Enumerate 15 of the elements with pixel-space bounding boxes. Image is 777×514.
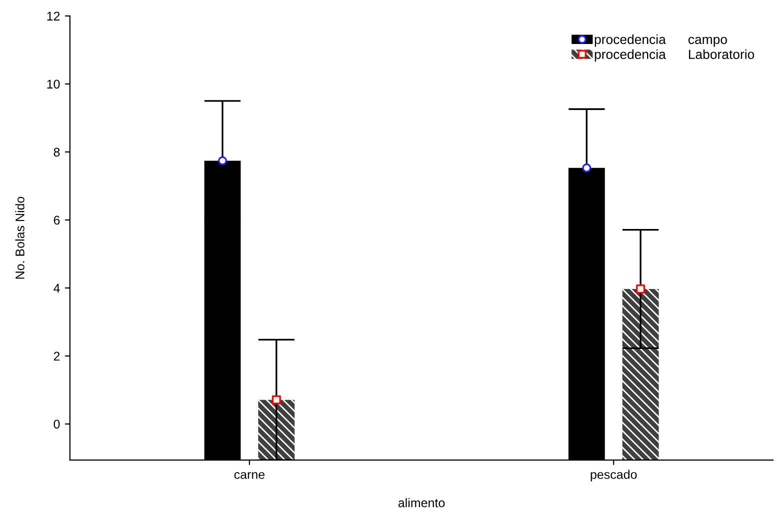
y-axis-title: No. Bolas Nido (15, 196, 24, 279)
y-tick-label: 10 (47, 80, 60, 89)
y-tick-label: 8 (54, 148, 60, 157)
y-tick-label: 4 (54, 284, 60, 292)
y-tick-label: 2 (54, 352, 60, 361)
legend-label: procedencia campo (594, 34, 727, 47)
x-tick-label: pescado (590, 470, 637, 482)
bar (622, 288, 659, 460)
legend-label: procedencia Laboratorio (594, 49, 754, 62)
y-tick-label: 0 (54, 420, 60, 429)
bar (258, 400, 295, 460)
x-tick-label: carne (234, 472, 265, 479)
y-tick-label: 6 (54, 216, 60, 225)
y-tick-label: 12 (47, 12, 60, 20)
x-axis-title: alimento (398, 498, 445, 508)
